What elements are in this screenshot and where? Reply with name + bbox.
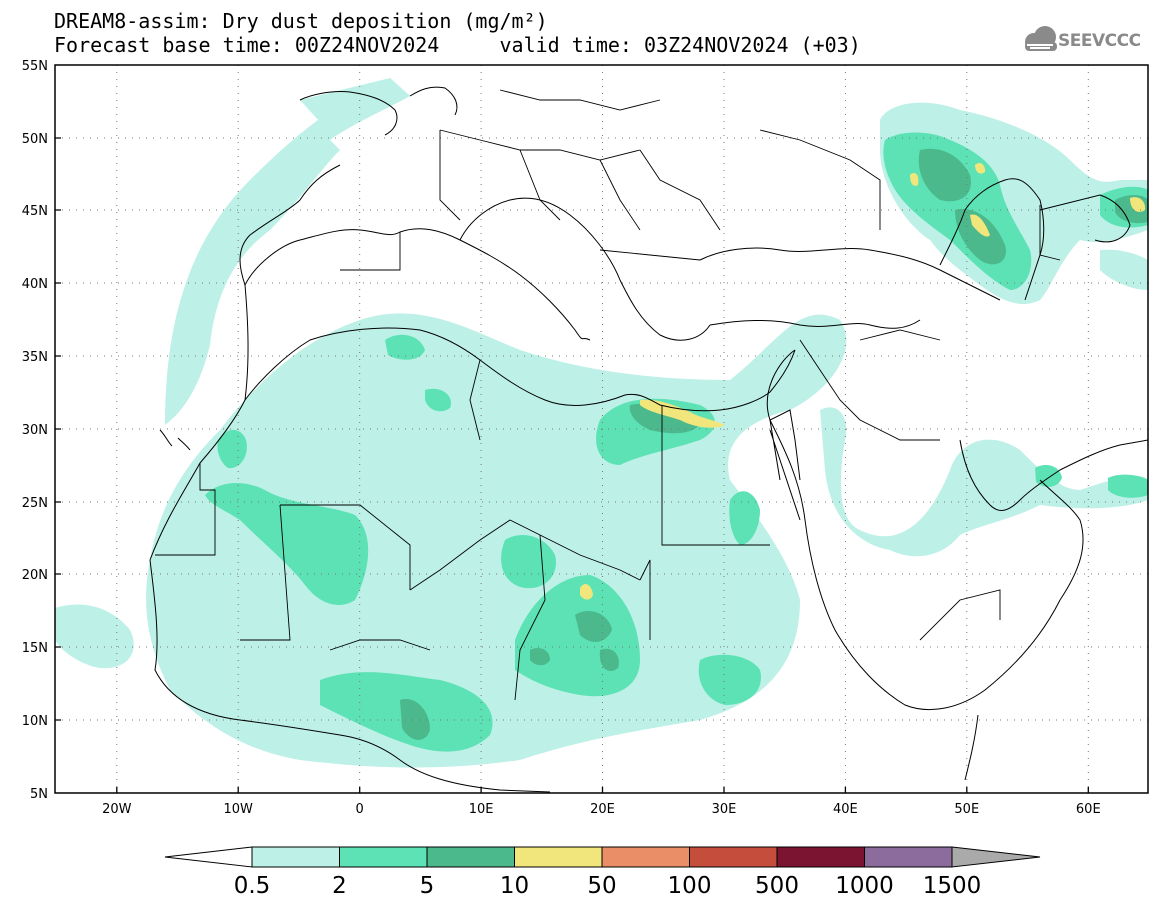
lon-tick-label: 20W (102, 802, 132, 817)
lon-tick-label: 40E (833, 802, 858, 817)
colorbar-label: 1000 (835, 873, 894, 899)
colorbar-label: 10 (500, 873, 529, 899)
colorbar-label: 100 (668, 873, 712, 899)
colorbar-label: 500 (755, 873, 799, 899)
lat-tick-label: 25N (22, 496, 48, 511)
lon-tick-labels: 20W 10W 0 10E 20E 30E 40E 50E 60E (102, 802, 1101, 817)
colorbar-min-arrow (164, 846, 253, 868)
colorbar-swatch (339, 846, 428, 868)
dust-level-10 (580, 162, 1146, 600)
lat-tick-label: 30N (22, 423, 48, 438)
logo-text: SEEVCCC (1058, 31, 1141, 51)
lat-tick-label: 55N (22, 59, 48, 74)
colorbar-label: 0.5 (234, 873, 271, 899)
colorbar-swatch (251, 846, 340, 868)
lat-tick-label: 35N (22, 350, 48, 365)
lat-tick-label: 50N (22, 132, 48, 147)
lon-tick-label: 0 (356, 802, 364, 817)
colorbar-swatch (864, 846, 953, 868)
colorbar-label: 5 (420, 873, 435, 899)
map-title: DREAM8-assim: Dry dust deposition (mg/m²… (54, 9, 548, 33)
colorbar-max-arrow (951, 846, 1041, 868)
lon-tick-label: 30E (712, 802, 737, 817)
seevccc-logo (1025, 26, 1057, 51)
lat-tick-label: 15N (22, 641, 48, 656)
lon-tick-label: 10E (469, 802, 494, 817)
colorbar-swatch (601, 846, 690, 868)
colorbar-swatch (426, 846, 515, 868)
lon-tick-label: 60E (1076, 802, 1101, 817)
lon-tick-label: 10W (223, 802, 253, 817)
country-borders (155, 89, 1061, 701)
colorbar-swatch (514, 846, 603, 868)
lat-tick-label: 20N (22, 568, 48, 583)
map-graticule (55, 65, 1148, 793)
lat-tick-label: 10N (22, 714, 48, 729)
dust-level-5 (400, 148, 1148, 740)
colorbar: 0.5 2 5 10 50 100 500 1000 1500 (164, 846, 1041, 899)
forecast-time-line: Forecast base time: 00Z24NOV2024 valid t… (54, 33, 861, 57)
axis-ticks (55, 137, 1089, 793)
colorbar-label: 1500 (923, 873, 982, 899)
lat-tick-label: 5N (30, 787, 48, 802)
lon-tick-label: 50E (954, 802, 979, 817)
colorbar-label: 50 (587, 873, 616, 899)
lat-tick-labels: 55N 50N 45N 40N 35N 30N 25N 20N 15N 10N … (22, 59, 48, 802)
lon-tick-label: 20E (590, 802, 615, 817)
colorbar-swatch (689, 846, 778, 868)
lat-tick-label: 40N (22, 277, 48, 292)
colorbar-swatch (776, 846, 865, 868)
colorbar-label: 2 (332, 873, 347, 899)
lat-tick-label: 45N (22, 204, 48, 219)
